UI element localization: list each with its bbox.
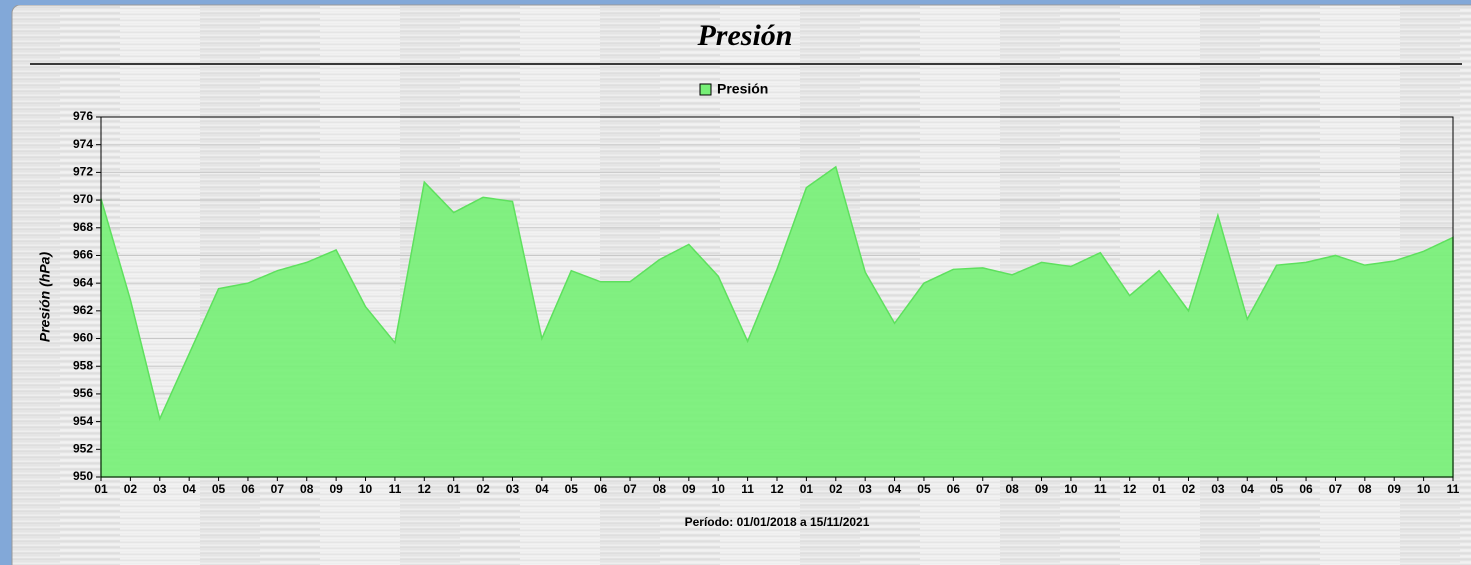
x-tick-label: 11 — [1094, 482, 1107, 496]
x-tick-label: 03 — [1211, 482, 1225, 496]
y-tick-label: 964 — [73, 275, 93, 289]
y-tick-label: 960 — [73, 331, 93, 345]
x-tick-label: 02 — [1182, 482, 1196, 496]
y-tick-label: 952 — [73, 441, 93, 455]
y-tick-label: 972 — [73, 165, 93, 179]
y-tick-label: 962 — [73, 303, 93, 317]
x-tick-label: 11 — [1447, 482, 1460, 496]
x-tick-label: 11 — [741, 482, 754, 496]
x-tick-label: 01 — [1152, 482, 1166, 496]
y-tick-label: 958 — [73, 358, 93, 372]
x-tick-label: 06 — [594, 482, 608, 496]
x-axis-label: Período: 01/01/2018 a 15/11/2021 — [685, 515, 870, 529]
x-tick-label: 08 — [653, 482, 667, 496]
y-tick-label: 970 — [73, 192, 93, 206]
x-tick-label: 10 — [1064, 482, 1078, 496]
x-tick-label: 04 — [535, 482, 549, 496]
corner — [0, 0, 100, 5]
x-tick-label: 05 — [1270, 482, 1284, 496]
x-tick-label: 07 — [1329, 482, 1343, 496]
x-tick-label: 02 — [829, 482, 843, 496]
y-tick-label: 954 — [73, 414, 93, 428]
x-tick-label: 03 — [506, 482, 520, 496]
x-tick-label: 09 — [1388, 482, 1402, 496]
x-tick-label: 09 — [682, 482, 696, 496]
x-tick-label: 05 — [212, 482, 226, 496]
y-tick-label: 976 — [73, 109, 93, 123]
x-tick-label: 08 — [1358, 482, 1372, 496]
x-tick-label: 08 — [1005, 482, 1019, 496]
x-tick-label: 05 — [565, 482, 579, 496]
x-tick-label: 01 — [447, 482, 461, 496]
x-tick-label: 02 — [476, 482, 490, 496]
x-tick-label: 03 — [858, 482, 872, 496]
x-tick-label: 04 — [888, 482, 902, 496]
x-tick-label: 07 — [623, 482, 637, 496]
x-tick-label: 12 — [1123, 482, 1137, 496]
y-axis-label: Presión (hPa) — [37, 252, 53, 343]
x-tick-label: 06 — [1299, 482, 1313, 496]
x-tick-label: 11 — [389, 482, 402, 496]
legend-label: Presión — [717, 81, 768, 97]
x-tick-label: 03 — [153, 482, 167, 496]
y-tick-label: 956 — [73, 386, 93, 400]
x-tick-label: 08 — [300, 482, 314, 496]
area — [100, 165, 1454, 478]
x-tick-label: 10 — [712, 482, 726, 496]
x-tick-label: 01 — [94, 482, 108, 496]
chart-title: Presión — [696, 19, 792, 52]
x-tick-label: 04 — [182, 482, 196, 496]
x-tick-label: 12 — [770, 482, 784, 496]
y-tick-label: 966 — [73, 248, 93, 262]
legend-swatch — [699, 83, 712, 96]
y-tick-label: 950 — [73, 469, 93, 483]
y-tick-label: 974 — [73, 137, 93, 151]
x-tick-label: 07 — [976, 482, 990, 496]
x-tick-label: 01 — [800, 482, 814, 496]
x-tick-label: 12 — [418, 482, 432, 496]
y-tick-label: 968 — [73, 220, 93, 234]
x-tick-label: 02 — [124, 482, 138, 496]
x-tick-label: 10 — [1417, 482, 1431, 496]
x-tick-label: 05 — [917, 482, 931, 496]
x-tick-label: 09 — [329, 482, 343, 496]
x-tick-label: 07 — [271, 482, 285, 496]
x-tick-label: 06 — [241, 482, 255, 496]
x-tick-label: 06 — [947, 482, 961, 496]
x-tick-label: 09 — [1035, 482, 1049, 496]
x-tick-label: 10 — [359, 482, 373, 496]
x-tick-label: 04 — [1241, 482, 1255, 496]
